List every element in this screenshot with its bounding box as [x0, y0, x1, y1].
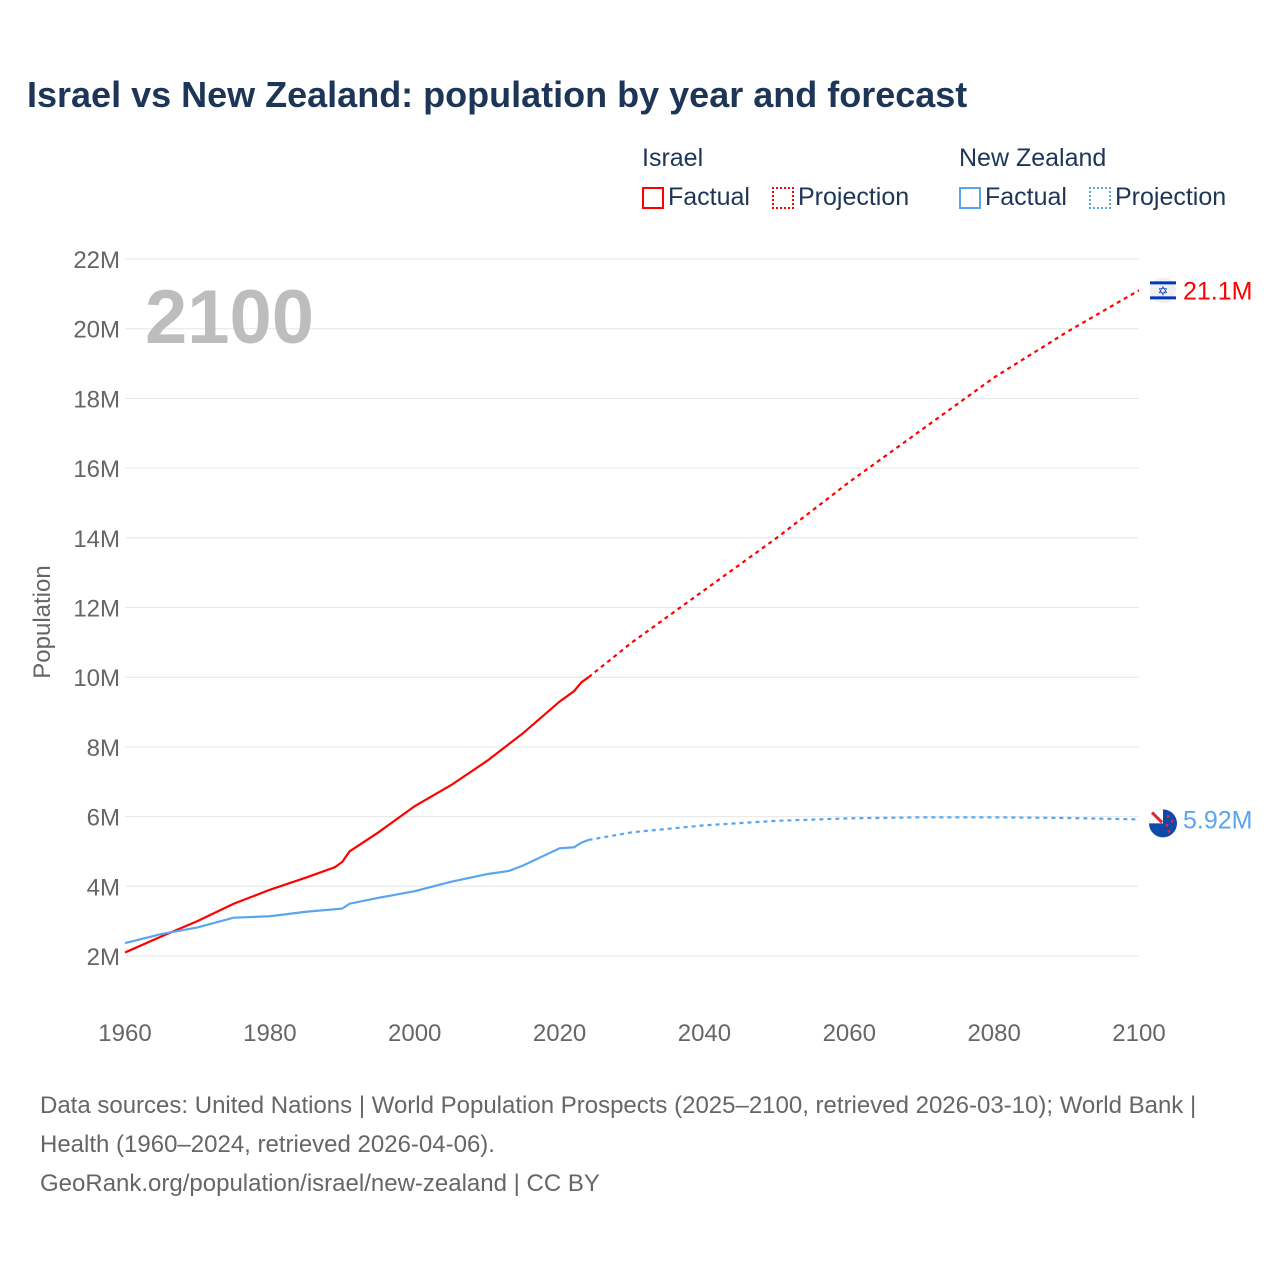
series-israel-factual-line [124, 676, 590, 954]
y-tick-label: 2M [87, 944, 120, 971]
y-tick-label: 4M [87, 874, 120, 901]
legend-label: Factual [668, 183, 750, 211]
legend-israel-title: Israel [642, 144, 704, 172]
legend-israel-factual[interactable]: Factual [642, 183, 750, 212]
swatch-dotted-icon [771, 186, 794, 209]
series-new-zealand-factual-line [124, 838, 589, 945]
y-tick-label: 8M [87, 735, 120, 762]
y-tick-label: 6M [87, 805, 120, 832]
israel-flag-icon: ✡ [1150, 277, 1176, 304]
y-tick-label: 12M [73, 596, 120, 623]
y-axis-label: Population [29, 565, 56, 678]
legend-label: Projection [797, 183, 910, 211]
y-tick-label: 22M [73, 247, 120, 274]
legend-israel-projection[interactable]: Projection [771, 183, 910, 212]
credit-link[interactable]: GeoRank.org/population/israel/new-zealan… [40, 1170, 600, 1197]
data-sources: Data sources: United Nations | World Pop… [40, 1092, 1197, 1158]
x-tick-label: 2020 [533, 1020, 586, 1047]
x-tick-label: 2000 [388, 1020, 441, 1047]
x-tick-label: 2060 [823, 1020, 876, 1047]
x-tick-label: 2040 [678, 1020, 731, 1047]
chart-title: Israel vs New Zealand: population by yea… [27, 74, 968, 115]
end-value-label: 5.92M [1183, 806, 1252, 834]
x-tick-label: 2100 [1112, 1020, 1165, 1047]
x-tick-label: 2080 [967, 1020, 1020, 1047]
legend-label: Projection [1114, 183, 1227, 211]
chart-plot: 2M 4M 6M 8M 10M 12M 14M 16M 18M 20M 22M 1960 1980 200… [29, 247, 1252, 1047]
x-tick-label: 1960 [98, 1020, 151, 1047]
y-tick-label: 18M [73, 386, 120, 413]
y-tick-label: 10M [73, 665, 120, 692]
end-value-label: 21.1M [1183, 277, 1252, 305]
svg-text:✡: ✡ [1158, 283, 1169, 298]
year-label: 2100 [145, 275, 314, 360]
swatch-dotted-icon [1088, 186, 1111, 209]
swatch-solid-icon [642, 186, 664, 209]
series-new-zealand-projection-line [588, 816, 1140, 842]
new-zealand-flag-icon [1149, 809, 1177, 838]
swatch-solid-icon [959, 186, 981, 209]
y-tick-label: 20M [73, 317, 120, 344]
y-tick-label: 14M [73, 526, 120, 553]
legend-label: Factual [985, 183, 1067, 211]
series-israel-projection-line [587, 289, 1140, 679]
y-tick-label: 16M [73, 456, 120, 483]
legend-nz-title: New Zealand [959, 144, 1107, 172]
legend-new-zealand: New Zealand Factual Projection [959, 144, 1242, 212]
x-tick-label: 1980 [243, 1020, 296, 1047]
legend-nz-factual[interactable]: Factual [959, 183, 1067, 212]
legend-israel: Israel Factual Projection [642, 144, 925, 212]
footer: Data sources: United Nations | World Pop… [40, 1086, 1240, 1203]
legend-nz-projection[interactable]: Projection [1088, 183, 1227, 212]
